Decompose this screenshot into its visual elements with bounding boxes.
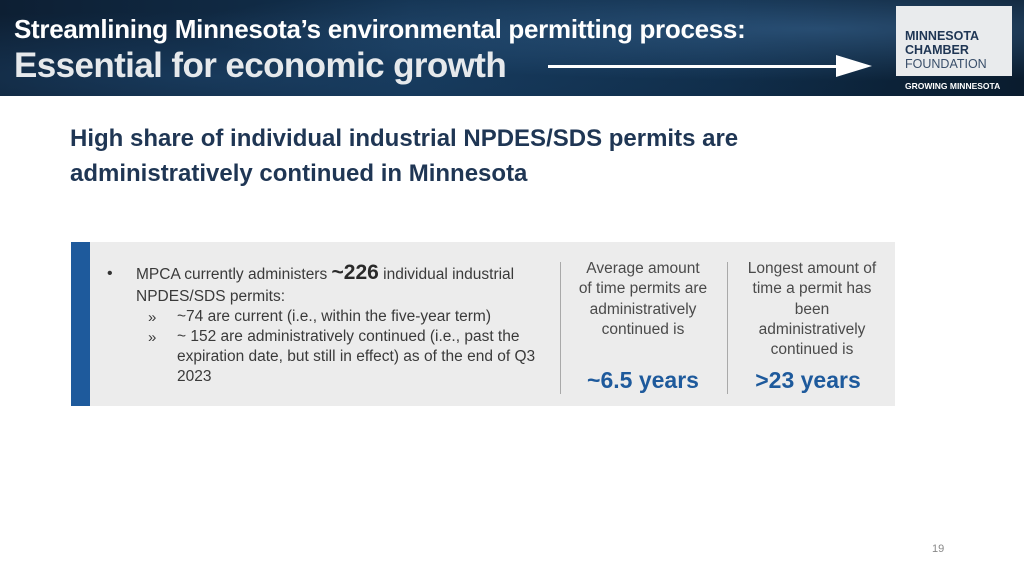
longest-time-label: Longest amount of time a permit has been… bbox=[747, 260, 877, 359]
chamber-logo: MINNESOTA CHAMBER FOUNDATION bbox=[896, 6, 1012, 76]
banner-title-line2: Essential for economic growth bbox=[14, 46, 507, 85]
average-time-label: Average amount of time permits are admin… bbox=[578, 260, 708, 338]
arrow-right-icon bbox=[836, 55, 872, 77]
sub-item-current: ~74 are current (i.e., within the five-y… bbox=[177, 308, 491, 325]
sub-bullet-marker: » bbox=[148, 309, 157, 326]
bullet-marker: • bbox=[107, 265, 113, 282]
panel-accent-bar bbox=[71, 242, 90, 406]
info-panel bbox=[71, 242, 895, 406]
page-number: 19 bbox=[932, 543, 945, 555]
panel-divider bbox=[560, 262, 561, 394]
bullet-text-after: individual industrial NPDES/SDS permits: bbox=[136, 266, 515, 305]
bullet-text-before: MPCA currently administers bbox=[136, 266, 332, 283]
slide-title: High share of individual industrial NPDE… bbox=[70, 125, 739, 187]
arrow-shaft bbox=[548, 65, 842, 68]
panel-divider bbox=[727, 262, 728, 394]
logo-tagline: GROWING MINNESOTA bbox=[905, 81, 1001, 91]
logo-line2: CHAMBER bbox=[905, 43, 969, 57]
logo-line3: FOUNDATION bbox=[905, 57, 987, 71]
average-time-value: ~6.5 years bbox=[587, 367, 699, 393]
sub-bullet-marker: » bbox=[148, 329, 157, 346]
longest-time-value: >23 years bbox=[755, 367, 861, 393]
bullet-main-text: MPCA currently administers ~226 individu… bbox=[136, 262, 516, 308]
header-banner: Streamlining Minnesota’s environmental p… bbox=[0, 0, 1024, 96]
permit-count-highlight: ~226 bbox=[331, 261, 379, 284]
logo-line1: MINNESOTA bbox=[905, 29, 980, 43]
banner-title-line1: Streamlining Minnesota’s environmental p… bbox=[14, 14, 746, 44]
sub-item-continued: ~ 152 are administratively continued (i.… bbox=[177, 328, 536, 385]
banner-background bbox=[0, 0, 1024, 96]
